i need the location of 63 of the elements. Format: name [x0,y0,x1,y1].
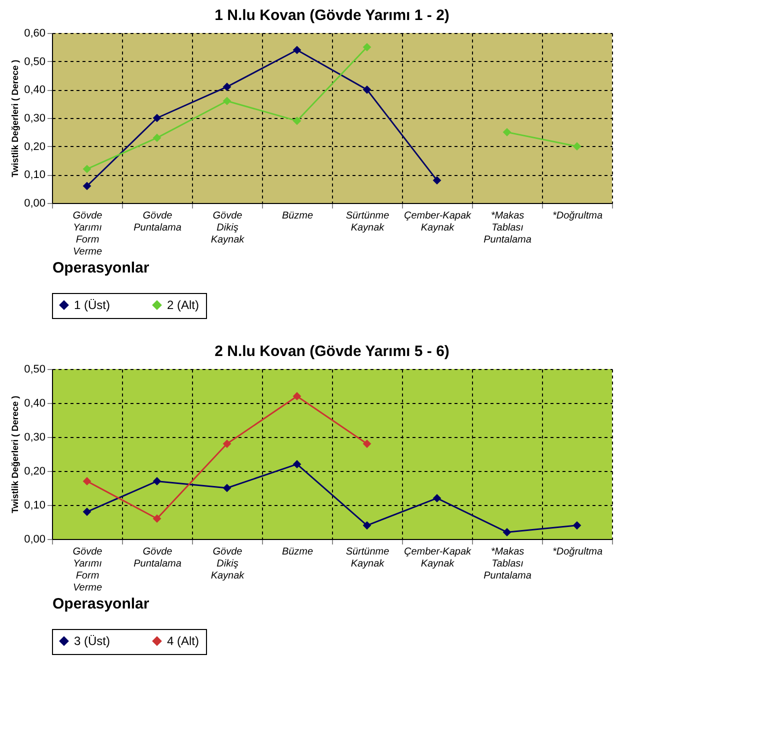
point [292,460,302,468]
point [362,440,372,448]
y-axis-title: Twistlik Değerleri ( Derece ) [10,60,20,178]
point [152,134,162,142]
point [502,528,512,536]
x-tick-label: Gövde Puntalama [134,546,182,570]
y-tick-label: 0,00 [24,534,46,546]
y-tick-label: 0,30 [24,112,46,124]
point [362,521,372,530]
point [222,96,232,106]
point [572,521,582,530]
legend-label: 4 (Alt) [167,634,200,648]
y-tick-label: 0,50 [24,56,46,68]
y-tick-label: 0,20 [24,466,46,478]
y-axis-title: Twistlik Değerleri ( Derece ) [10,396,20,514]
point [82,164,92,174]
y-tick-label: 0,30 [24,432,46,444]
point [222,82,232,92]
point [222,484,232,492]
point [362,85,372,94]
legend-label: 2 (Alt) [167,298,200,312]
legend-label: 1 (Üst) [74,298,110,312]
x-tick-label: Çember-Kapak Kaynak [404,210,472,234]
point [362,42,372,52]
point [152,514,162,523]
point [292,46,302,54]
point [292,392,302,400]
x-tick-label: Çember-Kapak Kaynak [404,546,472,570]
y-tick-label: 0,10 [24,169,46,182]
point [292,116,302,126]
x-tick-label: Sürtünme Kaynak [346,210,390,234]
x-tick-label: Sürtünme Kaynak [346,546,390,570]
point [152,477,162,486]
x-tick-label: *Doğrultma [552,210,603,222]
x-tick-label: Büzme [282,546,314,558]
x-tick-label: Gövde Puntalama [134,210,182,234]
x-tick-label: *Makas Tablası Puntalama [484,210,532,246]
y-tick-label: 0,40 [24,398,46,410]
point [82,182,92,190]
point [222,440,232,448]
x-axis-title: Operasyonlar [52,596,150,612]
point [82,477,92,486]
x-tick-label: *Makas Tablası Puntalama [484,546,532,582]
y-tick-label: 0,50 [24,364,46,376]
y-tick-label: 0,20 [24,140,46,153]
point [432,494,442,502]
point [432,176,442,185]
y-tick-label: 0,00 [24,198,46,210]
point [82,508,92,516]
point [152,114,162,122]
chart-title: 2 N.lu Kovan (Gövde Yarımı 5 - 6) [214,343,450,360]
x-tick-label: *Doğrultma [552,546,603,558]
y-tick-label: 0,60 [24,28,46,40]
chart-title: 1 N.lu Kovan (Gövde Yarımı 1 - 2) [214,7,450,24]
x-tick-label: Büzme [282,210,314,222]
y-tick-label: 0,40 [24,84,46,96]
x-tick-label: Gövde Yarımı Form Verme [72,546,103,594]
x-tick-label: Gövde Dikiş Kaynak [210,546,246,582]
x-tick-label: Gövde Dikiş Kaynak [210,210,246,246]
legend-label: 3 (Üst) [74,634,110,648]
x-axis-title: Operasyonlar [52,260,150,276]
x-tick-label: Gövde Yarımı Form Verme [72,210,103,258]
y-tick-label: 0,10 [24,500,46,512]
